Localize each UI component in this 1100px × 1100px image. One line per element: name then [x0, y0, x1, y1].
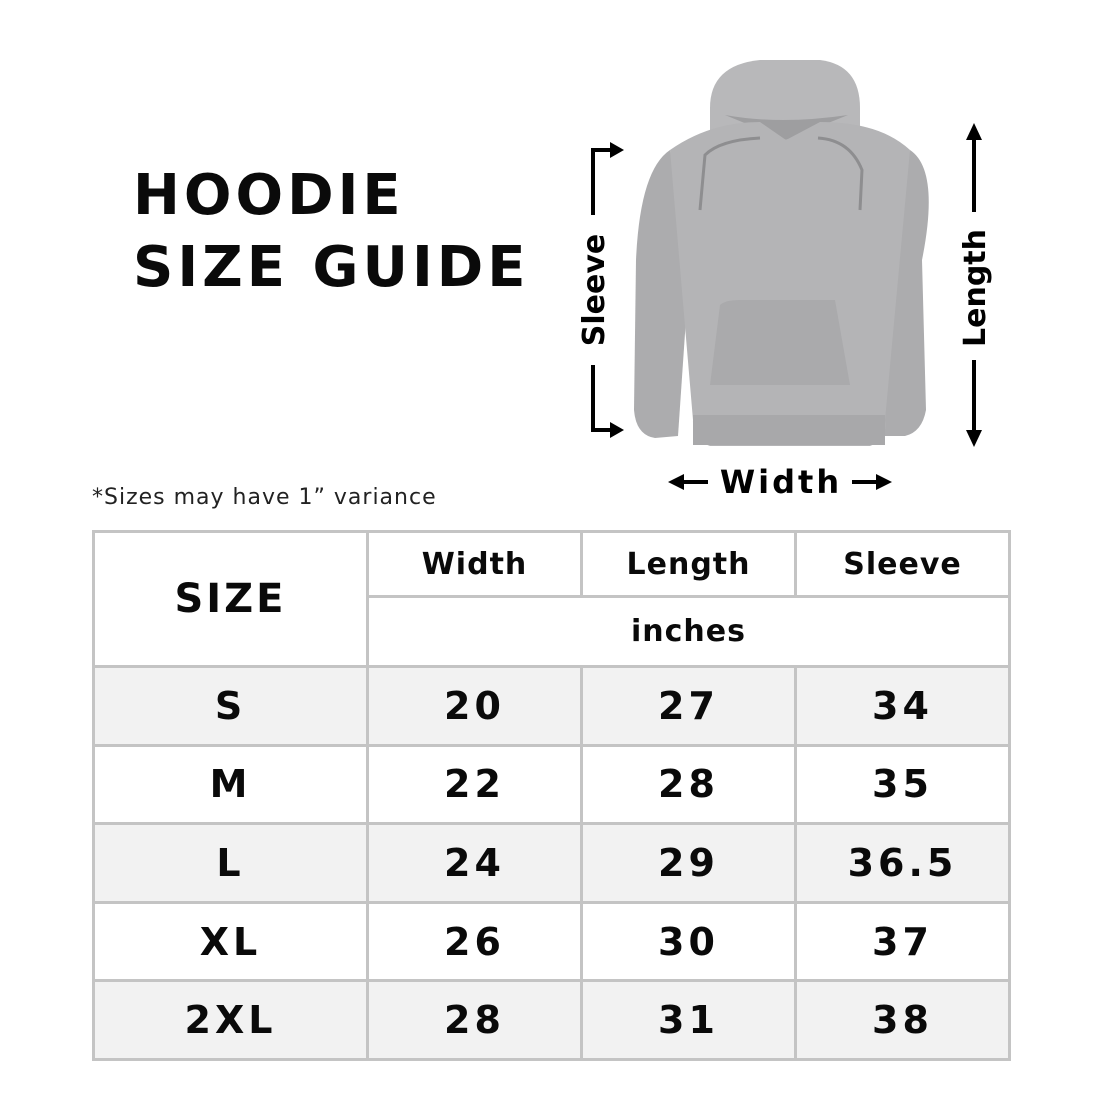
size-header: SIZE: [92, 530, 369, 668]
width-label: Width: [720, 463, 842, 501]
table-row: XL 26 30 37: [92, 900, 1011, 983]
width-cell: 22: [366, 743, 583, 826]
width-cell: 24: [366, 822, 583, 904]
title-line-2: SIZE GUIDE: [133, 235, 530, 300]
table-row: L 24 29 36.5: [92, 822, 1011, 904]
size-table: SIZE Width Length Sleeve inches S 20 27 …: [92, 529, 1011, 1061]
size-cell: L: [92, 822, 369, 904]
sleeve-arrow-icon: [591, 142, 624, 438]
variance-note: *Sizes may have 1” variance: [92, 485, 437, 510]
unit-label: inches: [366, 595, 1011, 668]
hoodie-measurement-diagram: Sleeve Length Width: [577, 60, 993, 501]
sleeve-cell: 36.5: [794, 822, 1011, 904]
length-cell: 29: [580, 822, 797, 904]
length-arrow-icon: [966, 123, 982, 447]
column-header-length: Length: [580, 529, 797, 599]
table-row: M 22 28 35: [92, 743, 1011, 826]
sleeve-cell: 35: [794, 743, 1011, 826]
column-header-width: Width: [366, 529, 583, 599]
length-cell: 28: [580, 743, 797, 826]
sleeve-cell: 38: [794, 979, 1011, 1061]
table-row: 2XL 28 31 38: [92, 979, 1011, 1061]
page-title: HOODIE SIZE GUIDE: [133, 160, 530, 304]
sleeve-label: Sleeve: [577, 234, 612, 347]
table-row: S 20 27 34: [92, 665, 1011, 747]
column-header-sleeve: Sleeve: [794, 529, 1011, 599]
sleeve-cell: 34: [794, 665, 1011, 747]
length-cell: 30: [580, 900, 797, 983]
size-cell: XL: [92, 900, 369, 983]
length-cell: 31: [580, 979, 797, 1061]
length-cell: 27: [580, 665, 797, 747]
unit-row: inches: [94, 595, 1011, 668]
table-header-row: SIZE Width Length Sleeve: [92, 529, 1011, 668]
hoodie-image: [634, 60, 929, 446]
sleeve-cell: 37: [794, 900, 1011, 983]
width-cell: 28: [366, 979, 583, 1061]
title-line-1: HOODIE: [133, 163, 405, 228]
width-cell: 26: [366, 900, 583, 983]
size-cell: 2XL: [92, 979, 369, 1061]
size-cell: S: [92, 665, 369, 747]
length-label: Length: [958, 229, 993, 347]
size-cell: M: [92, 743, 369, 826]
width-arrow-icon: [668, 474, 892, 490]
width-cell: 20: [366, 665, 583, 747]
